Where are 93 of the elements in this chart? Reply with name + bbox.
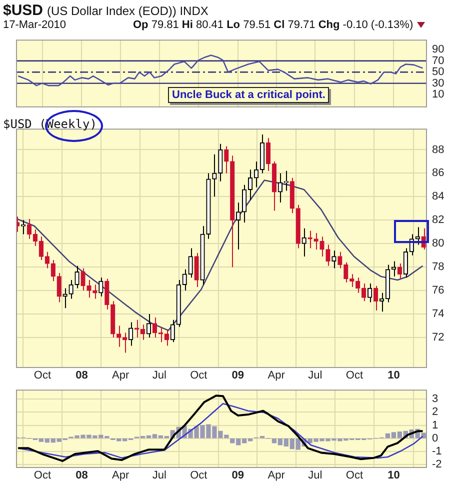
x-tick-label: Oct	[346, 470, 364, 482]
candlestick	[373, 285, 378, 311]
y-tick-label: -1	[432, 445, 442, 458]
y-tick-label: 84	[432, 190, 444, 203]
candlestick	[332, 250, 336, 269]
candlestick	[403, 248, 408, 278]
candlestick	[236, 202, 241, 250]
candlestick	[116, 325, 122, 348]
candlestick	[92, 284, 98, 300]
y-tick-label: 82	[432, 214, 444, 226]
x-tick-label: Apr	[268, 470, 286, 482]
candlestick	[350, 274, 354, 288]
x-tick-label: Jul	[152, 370, 166, 382]
candlestick	[68, 279, 74, 300]
y-tick-label: -2	[432, 458, 442, 471]
x-tick-label: 10	[388, 470, 400, 482]
candlestick	[326, 244, 330, 266]
candlestick	[356, 277, 360, 294]
candlestick	[164, 328, 169, 346]
candlestick	[302, 228, 306, 258]
y-tick-label: 70	[432, 54, 444, 67]
candlestick	[296, 204, 300, 249]
y-tick-label: 90	[432, 44, 444, 56]
y-tick-label: 2	[432, 406, 438, 418]
candlestick	[284, 170, 288, 192]
candlestick	[206, 172, 211, 240]
x-tick-label: Apr	[268, 370, 286, 382]
candlestick	[170, 319, 175, 343]
candlestick	[200, 226, 205, 286]
text: Op 79.81 Hi 80.41 Lo 79.51 Cl 79.71 Chg -0.10 (-0.13%)	[133, 19, 414, 31]
candlestick	[212, 154, 217, 198]
candlestick	[128, 322, 134, 346]
y-tick-label: 10	[432, 88, 444, 101]
x-tick-label: Oct	[190, 470, 208, 482]
candlestick	[415, 226, 420, 246]
y-tick-label: 86	[432, 167, 444, 180]
candlestick	[110, 300, 116, 338]
candlestick	[176, 279, 181, 328]
candlestick	[194, 252, 199, 288]
x-tick-label: 08	[76, 470, 88, 482]
chart-subtitle: (US Dollar Index (EOD)) INDX	[47, 4, 208, 18]
candlestick	[44, 251, 50, 269]
candlestick	[344, 262, 348, 283]
y-tick-label: 50	[432, 66, 444, 78]
y-tick-label: 1	[432, 419, 438, 432]
candlestick	[86, 279, 92, 298]
text: 17-Mar-2010	[3, 19, 66, 32]
candlestick	[74, 265, 80, 289]
candlestick	[104, 278, 110, 310]
candlestick	[50, 260, 56, 282]
candlestick	[320, 236, 324, 258]
x-tick-label: 08	[76, 370, 88, 382]
y-tick-label: 3	[432, 393, 438, 406]
candlestick	[62, 288, 68, 309]
y-tick-label: 74	[432, 308, 444, 320]
candlestick	[80, 268, 86, 292]
chart-title: $USD	[3, 2, 44, 19]
candlestick	[338, 251, 342, 269]
candlestick	[230, 155, 235, 268]
y-tick-label: 72	[432, 332, 444, 344]
y-tick-label: 30	[432, 77, 444, 90]
candlestick	[224, 146, 229, 174]
x-tick-label: Oct	[34, 370, 52, 382]
x-tick-label: Oct	[34, 470, 52, 482]
candlestick	[218, 143, 223, 182]
x-tick-label: Oct	[190, 370, 208, 382]
candlestick	[367, 283, 372, 303]
x-tick-label: 09	[232, 370, 244, 382]
x-tick-label: Oct	[346, 370, 364, 382]
y-tick-label: 78	[432, 261, 444, 274]
x-tick-label: 09	[232, 470, 244, 482]
candlestick	[146, 314, 152, 338]
x-tick-label: Apr	[112, 370, 130, 382]
candlestick	[98, 277, 104, 297]
candlestick	[56, 272, 62, 303]
y-tick-label: 88	[432, 144, 444, 156]
candlestick	[278, 172, 283, 204]
candlestick	[290, 177, 294, 214]
y-tick-label: 80	[432, 238, 444, 250]
candlestick	[362, 283, 366, 302]
candlestick	[314, 232, 318, 250]
x-tick-label: Jul	[308, 470, 322, 482]
y-tick-label: 76	[432, 284, 444, 297]
x-tick-label: Apr	[112, 470, 130, 482]
candlestick	[122, 332, 128, 354]
y-tick-label: 0	[432, 432, 438, 444]
annotation: Uncle Buck at a critical point.	[168, 87, 330, 104]
candlestick	[391, 260, 396, 277]
x-tick-label: Jul	[152, 470, 166, 482]
x-tick-label: Jul	[308, 370, 322, 382]
x-tick-label: 10	[388, 370, 400, 382]
candlestick	[188, 248, 193, 278]
candlestick	[182, 268, 187, 292]
